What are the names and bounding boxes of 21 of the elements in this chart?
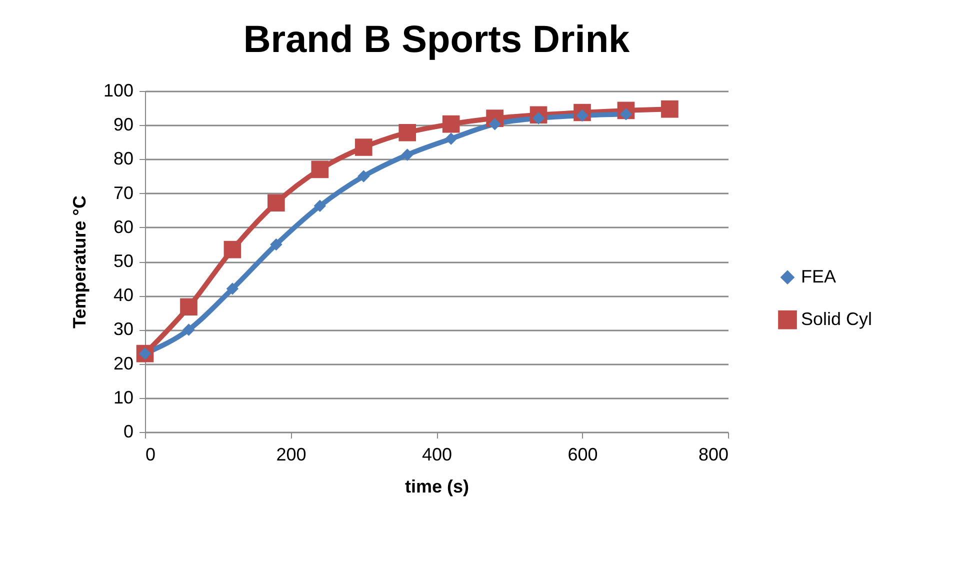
y-tick-label: 60: [113, 216, 134, 237]
y-tick-label: 70: [113, 182, 134, 203]
y-axis-title: Temperature °C: [69, 196, 90, 328]
x-tick-label: 400: [422, 444, 452, 464]
x-tick-label: 800: [698, 444, 728, 464]
x-tick-label: 200: [276, 444, 306, 464]
x-tick-label: 600: [568, 444, 598, 464]
y-tick-label: 10: [113, 387, 134, 408]
chart-title: Brand B Sports Drink: [243, 19, 631, 61]
y-tick-label: 90: [113, 114, 134, 135]
y-tick-label: 0: [123, 422, 134, 442]
y-tick-label: 100: [103, 80, 134, 100]
legend-label: FEA: [801, 266, 836, 286]
y-tick-label: 20: [113, 353, 134, 374]
y-tick-label: 40: [113, 285, 134, 306]
y-tick-label: 30: [113, 319, 134, 340]
x-tick-label: 0: [146, 444, 156, 464]
y-tick-label: 50: [113, 251, 134, 271]
x-axis-title: time (s): [404, 476, 470, 496]
legend-label: Solid Cyl: [801, 308, 872, 329]
y-tick-label: 80: [113, 148, 134, 169]
